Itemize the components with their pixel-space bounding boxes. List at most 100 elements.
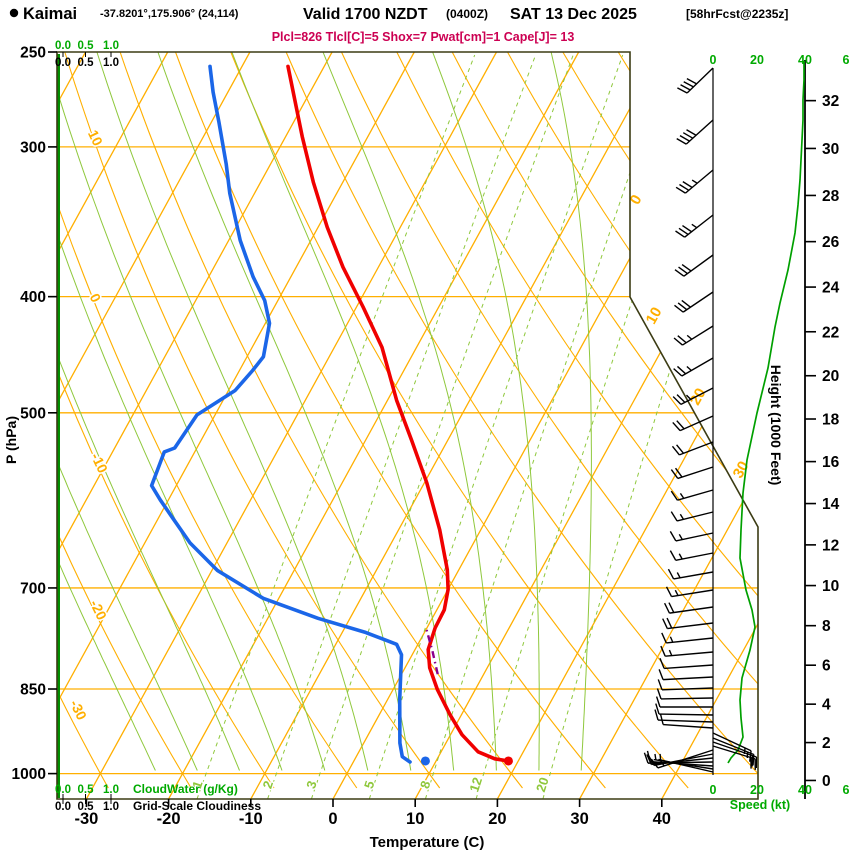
dry-adiabat-line — [174, 52, 606, 789]
wind-barb-feather — [683, 81, 694, 88]
wind-barb — [662, 617, 714, 630]
parcel-path — [424, 627, 439, 675]
wind-barb-feather — [674, 304, 684, 313]
wind-barb-shaft — [677, 466, 714, 480]
wind-barb-feather — [677, 302, 688, 311]
mixing-ratio-line — [368, 54, 624, 799]
wind-barb-feather — [675, 186, 686, 194]
dry-adiabat-line — [119, 52, 523, 789]
wind-barb — [667, 568, 714, 580]
isotherm-label: 10 — [643, 304, 666, 327]
dry-adiabat-line — [341, 52, 758, 789]
gridscale-value-bottom: 0.0 — [55, 801, 71, 813]
wind-barb-shaft — [682, 325, 714, 346]
wind-barb — [643, 752, 714, 764]
height-tick-label: 30 — [822, 141, 839, 158]
wind-barb-feather — [666, 617, 673, 629]
wind-barb-half-feather — [674, 589, 679, 596]
wind-barb — [673, 325, 714, 346]
speed-tick-label-bottom: 40 — [798, 783, 812, 797]
moist-adiabat-line — [96, 52, 369, 771]
wind-barb-feather — [659, 713, 664, 725]
height-tick-label: 2 — [822, 735, 831, 752]
wind-barb-shaft — [679, 415, 714, 432]
wind-barb-shaft — [663, 676, 714, 681]
height-tick-label: 4 — [822, 697, 831, 714]
wind-barb-feather — [679, 135, 690, 142]
wind-barb-feather — [671, 445, 680, 456]
wind-barb-feather — [686, 129, 697, 136]
wind-barb-feather — [677, 335, 687, 344]
wind-barb — [670, 466, 714, 480]
height-tick-label: 0 — [822, 773, 831, 790]
dry-adiabat-line — [285, 52, 758, 789]
wind-barb-shaft — [680, 387, 714, 405]
wind-barb-shaft — [660, 697, 714, 700]
wind-barb-feather — [673, 337, 683, 346]
height-tick-label: 32 — [822, 93, 839, 110]
wind-barb-shaft — [684, 169, 714, 194]
background-grid — [57, 52, 758, 799]
wind-barb-feather — [657, 679, 663, 691]
moist-adiabat-line — [57, 52, 156, 771]
isotherm-line — [250, 52, 662, 799]
wind-barb-feather — [654, 709, 659, 721]
dewpoint-curve — [149, 64, 412, 764]
dry-adiabat-line — [230, 52, 689, 789]
gridscale-value-bottom: 1.0 — [103, 801, 119, 813]
wind-barb-shaft — [712, 737, 755, 756]
height-tick-label: 16 — [822, 454, 840, 471]
temperature-tick-label: -10 — [239, 810, 263, 828]
temperature-curve — [286, 64, 511, 763]
wind-barb-feather — [681, 299, 691, 308]
wind-barb — [676, 119, 714, 145]
wind-barb — [661, 632, 714, 644]
wind-barb — [659, 657, 714, 670]
dry-adiabat-line — [57, 52, 192, 789]
wind-barb-shaft — [673, 571, 714, 580]
wind-barb-feather — [659, 657, 665, 669]
wind-barb-shaft — [658, 758, 714, 773]
pressure-tick-label: 850 — [20, 682, 46, 699]
wind-barb-feather — [643, 752, 649, 764]
station-coords: -37.8201°,175.906° (24,114) — [100, 8, 239, 20]
pressure-tick-label: 500 — [20, 405, 46, 422]
wind-barb-feather — [669, 550, 677, 561]
isotherm-line — [57, 52, 333, 799]
valid-date: SAT 13 Dec 2025 — [510, 6, 637, 23]
wind-barb-shaft — [669, 606, 714, 614]
wind-barb — [657, 679, 714, 691]
wind-barb-shaft — [658, 719, 714, 723]
dry-adiabat-label: 0 — [87, 291, 105, 305]
dry-adiabat-line — [451, 52, 758, 789]
pressure-tick-label: 250 — [20, 45, 46, 62]
cloudwater-scale-value-bottom: 0.5 — [78, 784, 95, 796]
wind-barb-shaft — [712, 741, 757, 758]
height-tick-label: 14 — [822, 496, 840, 513]
wind-barb-feather — [676, 444, 685, 454]
wind-barb-shaft — [671, 589, 714, 598]
mixing-ratio-label: 20 — [533, 775, 552, 793]
wind-barb — [670, 511, 714, 522]
wind-barb-half-feather — [691, 223, 698, 229]
height-tick-label: 22 — [822, 324, 839, 341]
pressure-tick-label: 1000 — [12, 766, 46, 783]
wind-barb — [656, 688, 714, 700]
wind-barb-feather — [646, 750, 651, 762]
moist-adiabat-line — [157, 52, 412, 771]
wind-barb-half-feather — [685, 394, 692, 400]
wind-barb-feather — [655, 703, 660, 715]
wind-barb-half-feather — [654, 753, 657, 761]
wind-barb — [665, 586, 714, 598]
stability-params-line: Plcl=826 Tlcl[C]=5 Shox=7 Pwat[cm]=1 Cap… — [272, 30, 575, 44]
speed-tick-label-top: 6 — [843, 53, 850, 67]
wind-barb-feather — [667, 568, 675, 580]
wind-barb-feather — [665, 586, 673, 597]
wind-barb-shaft — [681, 357, 714, 377]
wind-barb-feather — [655, 696, 661, 708]
surface-dewpoint-dot — [420, 756, 430, 766]
wind-barb-feather — [676, 137, 687, 145]
wind-speed-curve — [727, 62, 805, 764]
isotherm-line — [57, 52, 169, 799]
